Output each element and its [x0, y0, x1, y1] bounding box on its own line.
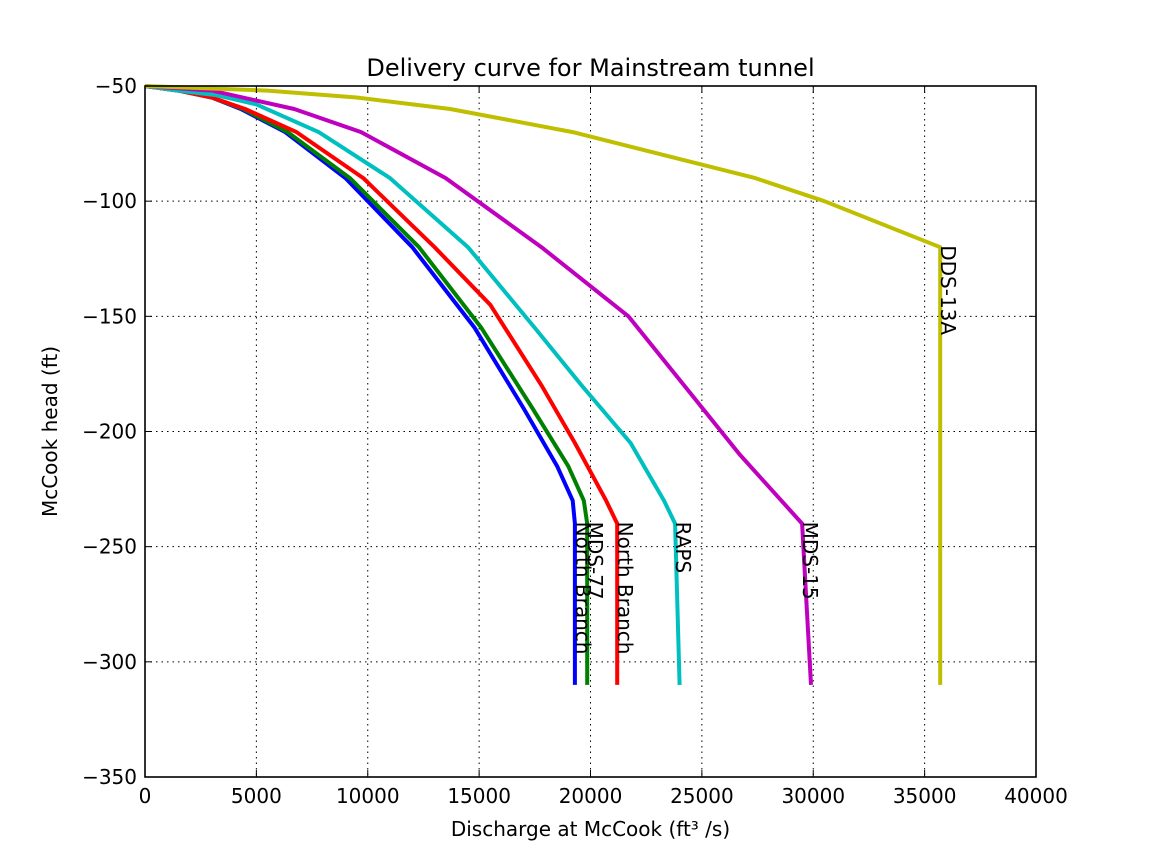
x-tick-label: 10000 [336, 784, 400, 808]
y-tick-label: −250 [82, 535, 137, 559]
series-label: MDS-15 [798, 522, 822, 600]
y-tick-label: −100 [82, 189, 137, 213]
y-axis-label: McCook head (ft) [38, 346, 62, 517]
series-label: North Branch [571, 522, 595, 655]
series-line [144, 84, 590, 685]
y-tick-label: −300 [82, 650, 137, 674]
y-tick-label: −150 [82, 304, 137, 328]
x-axis-label: Discharge at McCook (ft³ /s) [451, 817, 730, 841]
grid-layer [145, 86, 1036, 777]
series-line [144, 84, 813, 686]
x-tick-label: 0 [139, 784, 152, 808]
y-tick-label: −200 [82, 420, 137, 444]
chart-title: Delivery curve for Mainstream tunnel [366, 54, 814, 82]
series-label: DDS-13A [936, 245, 960, 335]
series-label: MDS-77 [583, 522, 607, 600]
tick-layer: 0 5000 10000 15000 20000 25000 30000 35000 40000… [82, 74, 1068, 808]
y-tick-label: −350 [82, 765, 137, 789]
x-tick-label: 35000 [893, 784, 957, 808]
series-label: RAPS [671, 522, 695, 574]
series-line [144, 84, 943, 685]
x-tick-label: 40000 [1004, 784, 1068, 808]
series-line [144, 84, 620, 685]
x-tick-label: 25000 [670, 784, 734, 808]
y-tick-label: −50 [95, 74, 137, 98]
x-tick-label: 5000 [231, 784, 282, 808]
series-label: North Branch [613, 522, 637, 655]
x-tick-label: 30000 [781, 784, 845, 808]
series-line [144, 84, 682, 685]
x-tick-label: 15000 [447, 784, 511, 808]
series-layer [144, 84, 943, 686]
x-tick-label: 20000 [559, 784, 623, 808]
